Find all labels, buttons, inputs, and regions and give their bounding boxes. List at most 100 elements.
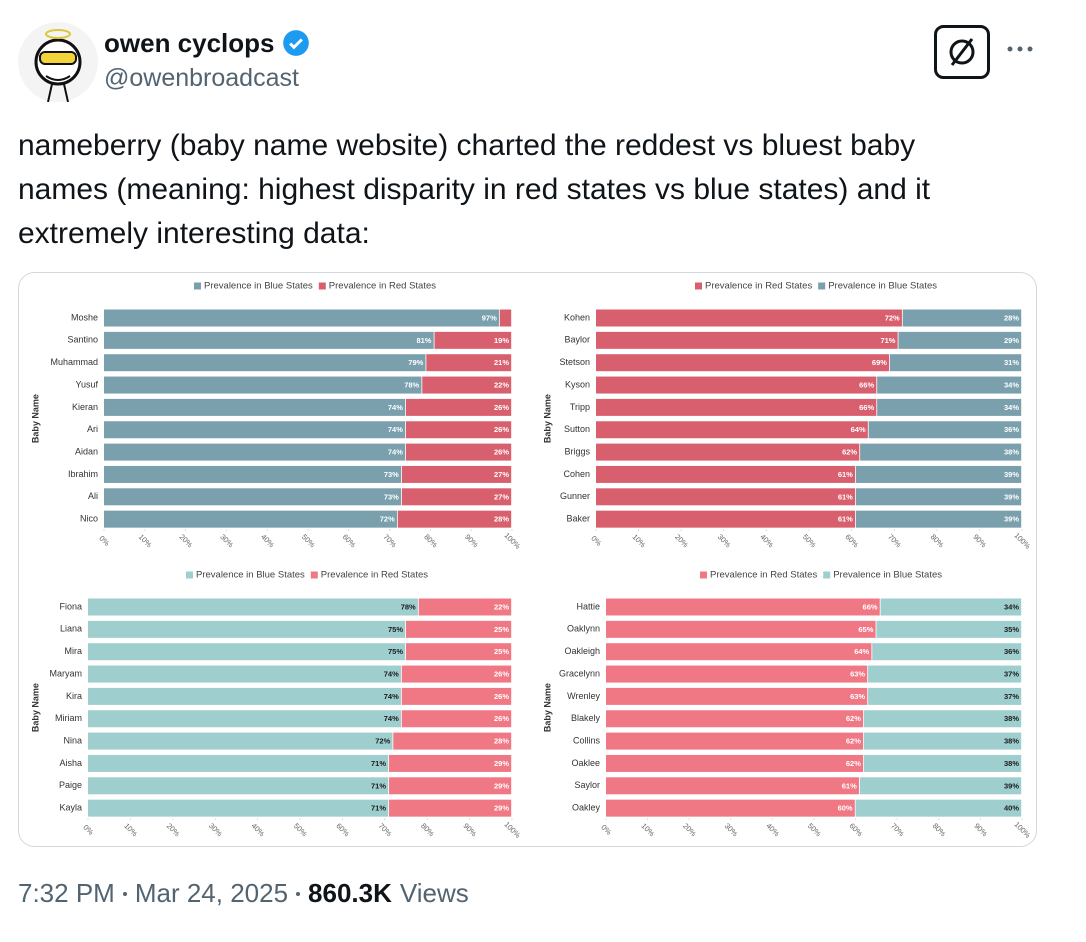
bar-segment	[880, 598, 1022, 616]
avatar[interactable]	[18, 22, 98, 102]
category-label: Kira	[66, 691, 82, 701]
bar-segment	[596, 488, 856, 506]
value-label: 37%	[1004, 670, 1019, 679]
bar-segment	[406, 643, 512, 661]
value-label: 39%	[1004, 781, 1019, 790]
category-label: Nina	[63, 735, 82, 745]
category-label: Baker	[566, 514, 590, 524]
bar-segment	[902, 309, 1022, 327]
bar-segment	[876, 620, 1022, 638]
legend-label: Prevalence in Blue States	[204, 281, 313, 292]
bar-segment	[596, 376, 877, 394]
author-handle[interactable]: @owenbroadcast	[104, 64, 299, 92]
tweet-text: nameberry (baby name website) charted th…	[18, 129, 931, 250]
category-label: Stetson	[559, 357, 590, 367]
value-label: 27%	[494, 492, 509, 501]
legend-label: Prevalence in Red States	[705, 281, 812, 292]
bar-segment	[88, 643, 406, 661]
category-label: Aisha	[59, 758, 82, 768]
bar-segment	[606, 799, 855, 817]
value-label: 26%	[494, 425, 509, 434]
value-label: 62%	[846, 759, 861, 768]
bar-segment	[859, 777, 1022, 795]
value-label: 39%	[1004, 515, 1019, 524]
chart-blue-boys: Prevalence in Blue States Prevalence in R…	[30, 281, 522, 551]
category-label: Saylor	[574, 780, 600, 790]
value-label: 66%	[859, 381, 874, 390]
category-label: Moshe	[71, 312, 98, 322]
bar-segment	[863, 710, 1022, 728]
bar-segment	[872, 643, 1022, 661]
category-label: Muhammad	[50, 357, 98, 367]
category-label: Collins	[573, 735, 601, 745]
bar-segment	[596, 465, 856, 483]
more-button[interactable]	[1006, 44, 1036, 54]
value-label: 62%	[842, 448, 857, 457]
views-label: Views	[399, 878, 469, 908]
bar-segment	[596, 443, 860, 461]
value-label: 38%	[1004, 737, 1019, 746]
bar-segment	[104, 331, 434, 349]
category-label: Santino	[67, 335, 98, 345]
bar-segment	[868, 687, 1022, 705]
category-label: Gunner	[560, 491, 590, 501]
legend-label: Prevalence in Red States	[710, 570, 817, 581]
value-label: 26%	[494, 692, 509, 701]
bar-segment	[401, 687, 512, 705]
bar-segment	[104, 510, 397, 528]
value-label: 27%	[494, 470, 509, 479]
y-axis-label: Baby Name	[30, 394, 40, 443]
value-label: 71%	[371, 759, 386, 768]
value-label: 29%	[494, 781, 509, 790]
bar-segment	[405, 398, 512, 416]
y-axis-label: Baby Name	[542, 394, 552, 443]
value-label: 61%	[838, 492, 853, 501]
category-label: Cohen	[563, 469, 590, 479]
value-label: 29%	[494, 804, 509, 813]
bar-segment	[606, 598, 880, 616]
grok-button[interactable]	[934, 25, 990, 79]
bar-segment	[88, 799, 389, 817]
value-label: 72%	[375, 737, 390, 746]
legend-label: Prevalence in Red States	[329, 281, 436, 292]
bar-segment	[868, 665, 1022, 683]
value-label: 25%	[494, 647, 509, 656]
value-label: 21%	[494, 358, 509, 367]
legend-swatch	[695, 282, 702, 290]
value-label: 64%	[854, 647, 869, 656]
legend-label: Prevalence in Blue States	[833, 570, 942, 581]
value-label: 74%	[388, 425, 403, 434]
legend: Prevalence in Blue States Prevalence in R…	[194, 281, 436, 292]
value-label: 62%	[846, 714, 861, 723]
category-label: Ali	[88, 491, 98, 501]
author-name-text[interactable]: owen cyclops	[104, 28, 275, 58]
bar-segment	[389, 777, 512, 795]
bar-segment	[104, 354, 426, 372]
value-label: 72%	[380, 515, 395, 524]
category-label: Briggs	[564, 446, 590, 456]
tweet-date[interactable]: Mar 24, 2025	[134, 878, 289, 908]
bar-segment	[606, 710, 864, 728]
bar-segment	[88, 687, 401, 705]
category-label: Hattie	[576, 601, 600, 611]
legend-swatch	[194, 282, 201, 290]
category-label: Tripp	[570, 402, 590, 412]
category-label: Gracelynn	[559, 668, 600, 678]
bar-segment	[606, 754, 864, 772]
value-label: 64%	[851, 425, 866, 434]
bar-segment	[88, 754, 389, 772]
category-label: Miriam	[55, 713, 82, 723]
tweet-time[interactable]: 7:32 PM	[18, 878, 115, 908]
value-label: 36%	[1004, 425, 1019, 434]
value-label: 28%	[1004, 313, 1019, 322]
value-label: 39%	[1004, 470, 1019, 479]
category-label: Maryam	[49, 668, 82, 678]
bar-segment	[405, 421, 512, 439]
author-name[interactable]: owen cyclops	[104, 28, 310, 59]
value-label: 75%	[388, 647, 403, 656]
value-label: 60%	[838, 804, 853, 813]
bar-segment	[418, 598, 512, 616]
value-label: 31%	[1004, 358, 1019, 367]
